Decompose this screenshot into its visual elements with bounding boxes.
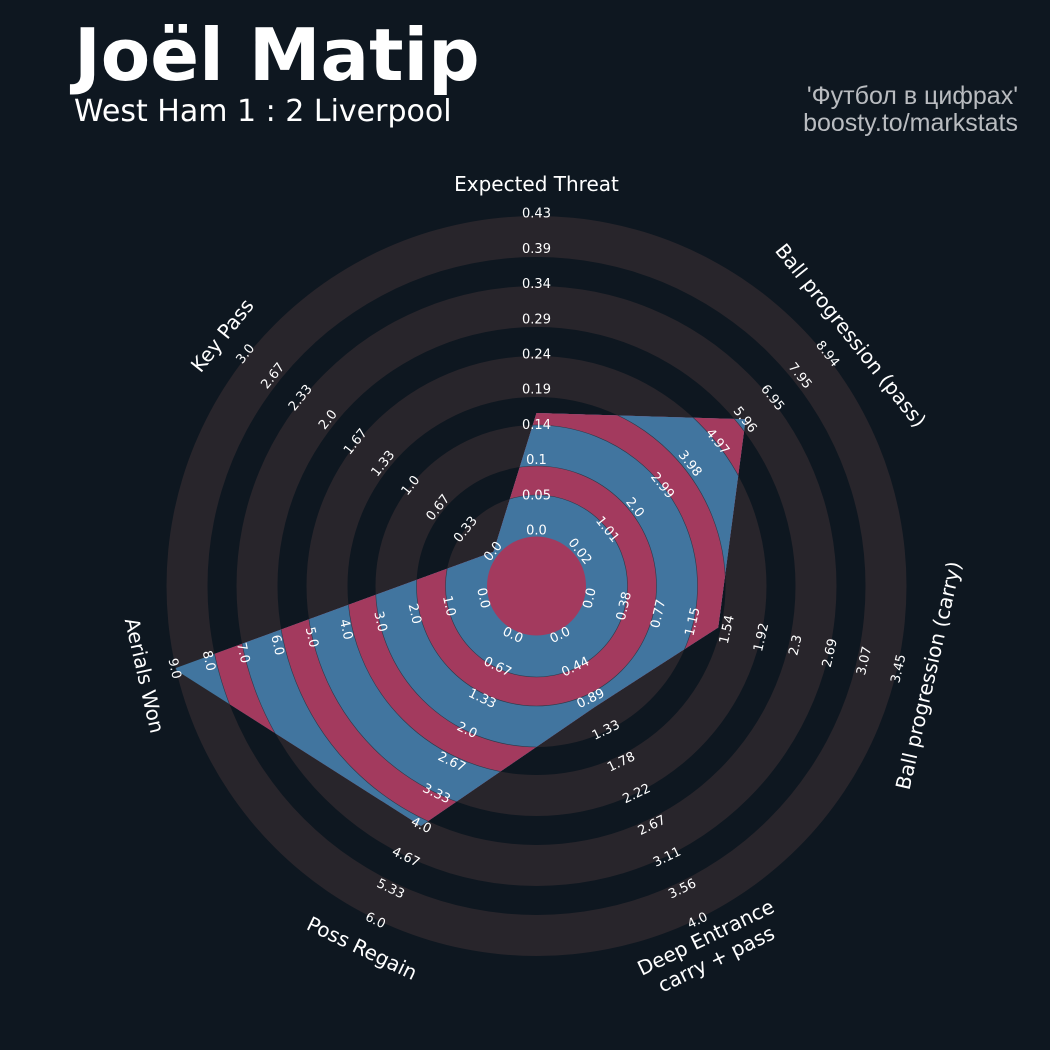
tick-label: 6.0 bbox=[267, 633, 286, 657]
tick-label: 2.3 bbox=[786, 633, 805, 657]
tick-label: 0.29 bbox=[522, 312, 551, 327]
tick-label: 9.0 bbox=[164, 657, 183, 681]
tick-label: 0.43 bbox=[522, 207, 551, 222]
tick-label: 3.0 bbox=[370, 610, 389, 634]
tick-label: 4.0 bbox=[336, 618, 355, 642]
tick-label: 0.38 bbox=[614, 590, 635, 622]
credit-line-2: boosty.to/markstats bbox=[803, 109, 1018, 137]
player-name-title: Joël Matip bbox=[74, 13, 480, 97]
tick-label: 0.14 bbox=[522, 418, 551, 433]
axis-label: Aerials Won bbox=[120, 615, 170, 735]
tick-label: 8.0 bbox=[199, 649, 218, 673]
tick-label: 3.45 bbox=[888, 653, 909, 685]
axis-label: Expected Threat bbox=[454, 172, 619, 196]
tick-label: 0.0 bbox=[473, 586, 492, 610]
tick-label: 0.1 bbox=[526, 453, 547, 468]
tick-label: 0.19 bbox=[522, 383, 551, 398]
tick-label: 3.07 bbox=[854, 645, 875, 677]
tick-label: 5.0 bbox=[302, 626, 321, 650]
tick-label: 2.0 bbox=[405, 602, 424, 626]
tick-label: 0.05 bbox=[522, 488, 551, 503]
center-circle bbox=[487, 536, 586, 636]
tick-label: 0.24 bbox=[522, 348, 551, 363]
match-subtitle: West Ham 1 : 2 Liverpool bbox=[74, 94, 452, 129]
tick-label: 1.92 bbox=[751, 622, 772, 654]
tick-label: 1.0 bbox=[439, 594, 458, 618]
center-disc bbox=[487, 536, 586, 636]
tick-label: 0.39 bbox=[522, 242, 551, 257]
tick-label: 0.0 bbox=[581, 586, 600, 610]
tick-label: 1.15 bbox=[683, 606, 704, 638]
tick-label: 0.77 bbox=[648, 598, 669, 630]
tick-label: 0.0 bbox=[526, 524, 547, 539]
tick-label: 2.69 bbox=[820, 637, 841, 669]
tick-label: 1.54 bbox=[717, 614, 738, 646]
axis-label-line: Aerials Won bbox=[120, 615, 170, 735]
axis-label-line: Expected Threat bbox=[454, 172, 619, 196]
credit-line-1: 'Футбол в цифрах' bbox=[806, 82, 1018, 110]
tick-label: 0.34 bbox=[522, 277, 551, 292]
tick-label: 7.0 bbox=[233, 641, 252, 665]
